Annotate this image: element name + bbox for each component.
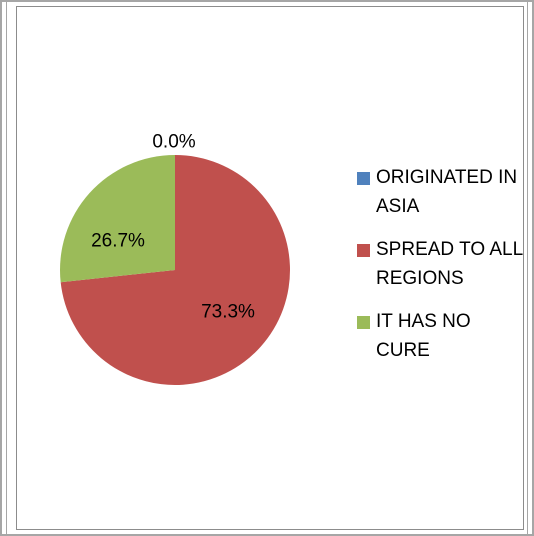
sheet-gridline-right [527, 0, 528, 536]
legend-item-spread-to-all-regions: SPREAD TO ALL REGIONS [357, 235, 527, 293]
legend-label: SPREAD TO ALL REGIONS [376, 239, 523, 289]
sheet-gridline-left [6, 0, 7, 536]
pie-slice-it-has-no-cure [59, 155, 175, 283]
legend-swatch [357, 316, 370, 329]
legend-swatch [357, 244, 370, 257]
legend-item-originated-in-asia: ORIGINATED IN ASIA [357, 163, 527, 221]
pie-slice-spread-to-all-regions [60, 155, 290, 385]
legend-label: ORIGINATED IN ASIA [376, 167, 518, 217]
legend-item-it-has-no-cure: IT HAS NO CURE [357, 307, 527, 365]
legend-label: IT HAS NO CURE [376, 311, 471, 361]
legend-swatch [357, 172, 370, 185]
data-label-originated-in-asia: 0.0% [152, 132, 195, 153]
data-label-spread-to-all-regions: 73.3% [201, 302, 255, 323]
data-label-it-has-no-cure: 26.7% [91, 231, 145, 252]
legend: ORIGINATED IN ASIA SPREAD TO ALL REGIONS… [357, 163, 527, 379]
